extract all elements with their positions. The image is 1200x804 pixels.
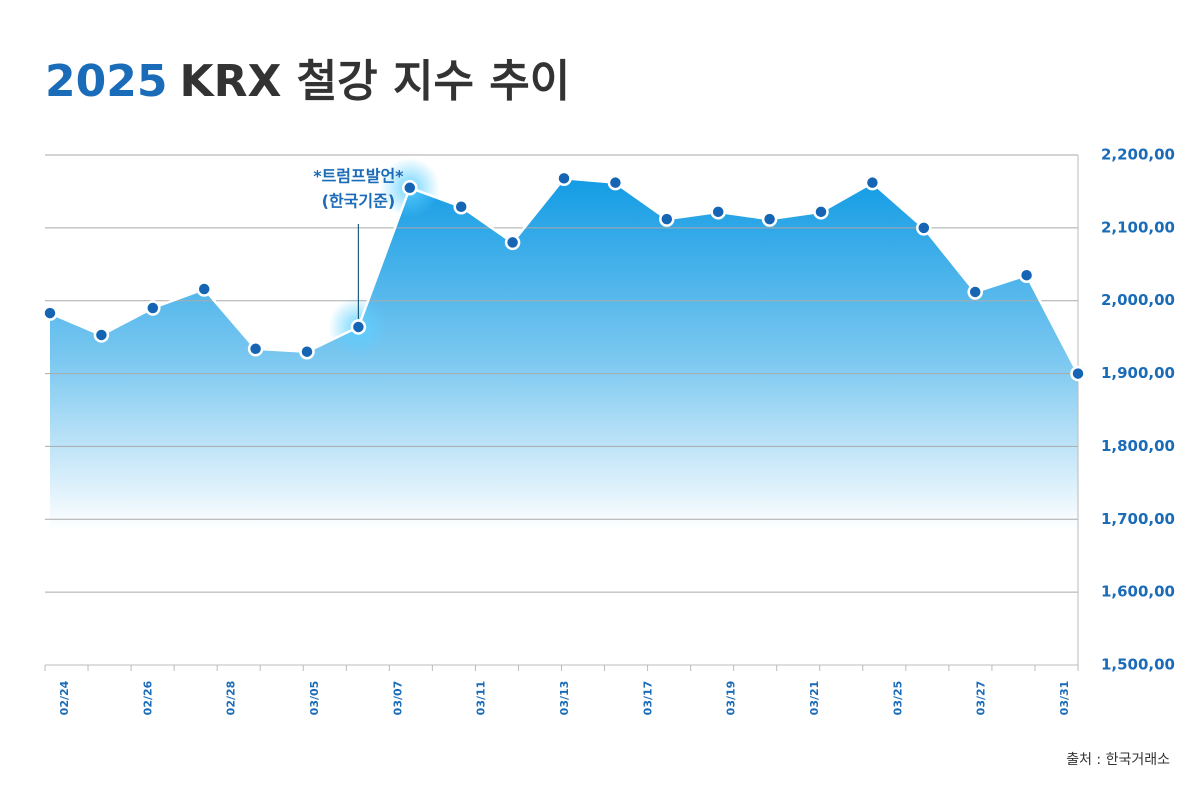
x-tick-label: 03/11	[475, 681, 488, 716]
area	[50, 178, 1078, 666]
point	[247, 341, 264, 357]
point	[402, 180, 418, 196]
title-text: KRX 철강 지수 추이	[179, 56, 570, 107]
point	[813, 204, 829, 220]
point	[659, 211, 675, 227]
title-year: 2025	[45, 56, 167, 107]
source: 출처 : 한국거래소	[1066, 752, 1170, 768]
point	[556, 170, 572, 187]
annotation: *트럼프발언*	[313, 167, 404, 186]
y-tick-label: 1,600,00	[1101, 583, 1175, 601]
x-tick-label: 03/19	[725, 681, 738, 716]
point	[607, 174, 624, 191]
x-tick-label: 03/05	[308, 681, 321, 716]
annotation-sub: (한국기준)	[322, 192, 396, 211]
point	[967, 284, 983, 300]
point	[916, 220, 932, 236]
x-tick-label: 02/28	[225, 681, 238, 716]
point	[42, 305, 58, 321]
x-tick-label: 03/27	[975, 681, 988, 716]
point	[350, 319, 367, 335]
x-tick-label: 03/21	[808, 681, 821, 716]
y-tick-label: 2,000,00	[1101, 291, 1175, 309]
point	[864, 174, 881, 191]
y-tick-label: 2,200,00	[1101, 146, 1175, 164]
y-tick-label: 1,900,00	[1101, 364, 1175, 382]
y-tick-label: 1,700,00	[1101, 510, 1175, 528]
point	[761, 211, 778, 227]
x-tick-label: 03/07	[391, 681, 404, 716]
point	[196, 281, 212, 297]
y-tick-label: 2,100,00	[1101, 218, 1175, 236]
x-tick-label: 03/31	[1058, 681, 1071, 716]
y-tick-label: 1,800,00	[1101, 437, 1175, 455]
point	[1070, 365, 1086, 382]
point	[93, 327, 110, 343]
point	[299, 343, 315, 360]
x-tick-label: 03/17	[641, 681, 654, 716]
point	[1018, 267, 1035, 283]
point	[504, 234, 521, 251]
chart-title: 2025 KRX 철강 지수 추이	[45, 56, 570, 107]
point	[453, 198, 469, 215]
point	[145, 300, 161, 316]
x-tick-label: 03/25	[891, 681, 904, 716]
x-tick-label: 03/13	[558, 681, 571, 716]
x-tick-label: 02/26	[141, 680, 154, 715]
y-tick-label: 1,500,00	[1101, 656, 1175, 674]
x-tick-label: 02/24	[58, 680, 71, 715]
point	[710, 204, 726, 220]
